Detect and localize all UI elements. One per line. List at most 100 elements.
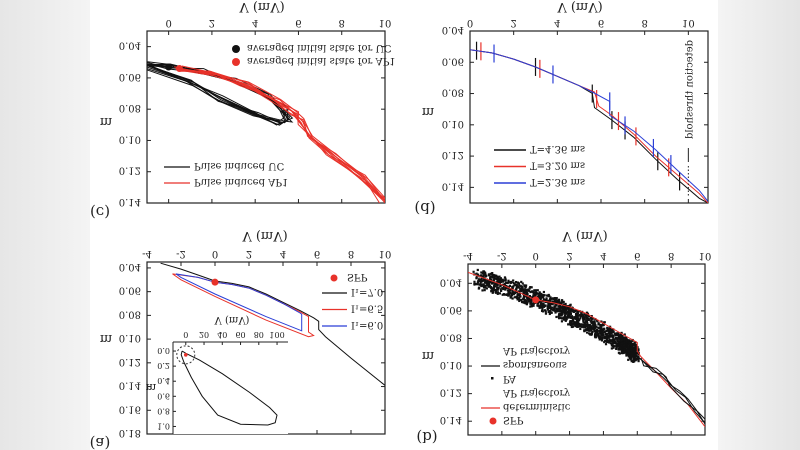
pa-point	[600, 325, 603, 328]
pa-point	[569, 320, 572, 323]
pa-point	[548, 307, 551, 310]
pa-point	[565, 312, 568, 315]
pa-point	[522, 291, 525, 294]
pa-point	[509, 289, 512, 292]
pa-point	[552, 307, 556, 310]
pa-point	[601, 336, 604, 339]
pa-point	[591, 317, 594, 320]
pa-point	[530, 305, 533, 308]
pa-point	[561, 305, 565, 309]
pa-point	[515, 290, 519, 294]
pa-point	[524, 285, 527, 289]
pa-point	[488, 273, 491, 277]
pa-point	[582, 320, 585, 323]
pa-point	[495, 275, 498, 278]
pa-point	[565, 316, 568, 319]
marker-point	[211, 278, 219, 286]
plot-frame	[467, 263, 706, 436]
pa-point	[538, 292, 541, 295]
pa-point	[479, 274, 483, 277]
pa-point	[635, 352, 638, 355]
pa-point	[607, 340, 611, 343]
pa-point	[606, 332, 609, 335]
pa-point	[555, 297, 558, 300]
pa-point	[563, 312, 567, 315]
pa-point	[526, 301, 529, 304]
pa-point	[605, 336, 608, 339]
pa-point	[495, 290, 498, 294]
pa-point	[619, 340, 623, 344]
pa-point	[542, 293, 545, 297]
pa-point	[546, 294, 549, 297]
pa-point	[571, 325, 575, 328]
pa-point	[500, 280, 503, 284]
pa-point	[616, 342, 619, 346]
pa-point	[560, 309, 563, 313]
pa-point	[532, 304, 535, 307]
pa-point	[603, 340, 606, 344]
pa-point	[515, 296, 519, 299]
pa-point	[546, 308, 549, 311]
pa-point	[579, 315, 583, 318]
series-line	[147, 61, 294, 123]
pa-point	[627, 345, 630, 349]
series-line	[636, 356, 705, 425]
inset-x-tick-label: 60	[235, 330, 245, 339]
pa-point	[623, 333, 626, 336]
pa-point	[617, 332, 620, 335]
pa-point	[632, 348, 635, 351]
pa-point	[570, 325, 573, 329]
pa-point	[587, 328, 590, 332]
pa-point	[600, 338, 604, 341]
pa-point	[603, 321, 606, 324]
marker-point	[175, 65, 183, 73]
pa-point	[555, 308, 559, 311]
inset-y-tick-label: 0.8	[157, 406, 170, 415]
pa-point	[622, 344, 626, 347]
pa-point	[541, 303, 545, 306]
pa-point	[497, 281, 500, 284]
pa-point	[542, 295, 545, 298]
x-tick-label: 10	[379, 17, 392, 28]
pa-point	[511, 297, 514, 300]
pa-point	[504, 279, 507, 282]
pa-point	[502, 293, 506, 296]
pa-point	[576, 310, 579, 313]
pa-point	[490, 290, 493, 293]
pa-point	[487, 279, 490, 282]
pa-point	[628, 340, 631, 343]
pa-point	[543, 309, 547, 312]
pa-point	[560, 299, 564, 302]
pa-point	[634, 354, 637, 357]
pa-point	[573, 317, 576, 320]
pa-point	[499, 288, 502, 291]
y-tick-label: 0.08	[119, 308, 141, 319]
pa-point	[578, 313, 582, 317]
pa-point	[631, 352, 634, 355]
pa-point	[610, 339, 613, 343]
pa-point	[515, 285, 519, 288]
series-line	[640, 357, 705, 420]
pa-point	[483, 281, 487, 284]
y-axis-label: m	[100, 114, 112, 129]
pa-point	[580, 311, 583, 315]
legend-label: AP trajectory	[502, 345, 570, 356]
pa-point	[509, 280, 512, 284]
pa-point	[626, 349, 629, 352]
y-tick-label: 0.14	[119, 380, 141, 391]
pa-point	[616, 333, 619, 337]
pa-point	[548, 303, 551, 307]
pa-point	[492, 290, 495, 294]
pa-point	[576, 311, 579, 315]
pa-point	[518, 293, 521, 296]
pa-point	[569, 308, 572, 311]
pa-point	[606, 334, 610, 337]
pa-point	[621, 351, 625, 355]
pa-point	[557, 298, 561, 301]
panel-label: (d)	[414, 199, 435, 217]
pa-point	[564, 319, 567, 322]
pa-point	[580, 325, 583, 328]
pa-point	[526, 298, 529, 301]
pa-point	[607, 329, 610, 333]
y-tick-label: 0.12	[119, 356, 141, 367]
